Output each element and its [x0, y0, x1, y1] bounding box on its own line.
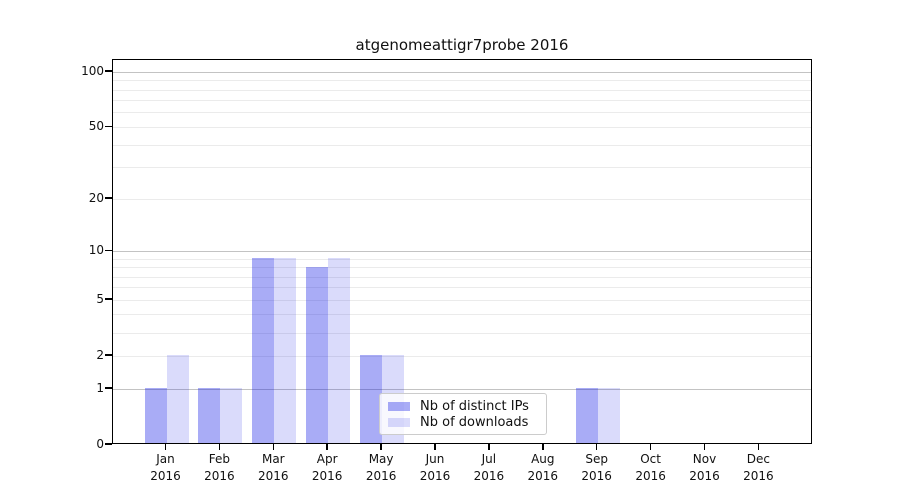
y-tick-label: 0	[96, 437, 104, 451]
legend-label-distinct-ips: Nb of distinct IPs	[420, 398, 529, 414]
gridline-minor	[113, 167, 811, 169]
x-tick-year: 2016	[258, 469, 289, 483]
y-tick-label: 10	[88, 243, 104, 258]
x-tick-mark	[218, 444, 221, 450]
x-tick-year: 2016	[150, 469, 181, 483]
gridline-minor	[113, 198, 811, 200]
plot-area	[112, 59, 812, 444]
x-tick-mark	[164, 444, 167, 450]
x-tick-label: Apr 2016	[297, 451, 357, 485]
gridline-minor	[113, 126, 811, 128]
gridline-minor	[113, 267, 811, 268]
y-tick-label: 50	[88, 119, 104, 134]
y-tick-mark	[105, 70, 112, 72]
y-tick-mark	[105, 354, 112, 357]
x-tick-year: 2016	[527, 469, 559, 483]
gridline-minor	[113, 100, 811, 102]
gridline-minor	[113, 112, 811, 114]
x-tick-year: 2016	[581, 469, 612, 483]
x-tick-year: 2016	[419, 469, 451, 483]
x-tick-label: Jul 2016	[459, 451, 519, 485]
x-tick-label: Nov 2016	[675, 451, 735, 485]
legend-entry-downloads: Nb of downloads	[388, 414, 538, 430]
legend-label-downloads: Nb of downloads	[420, 414, 529, 430]
bar-jan-downloads	[166, 355, 189, 443]
y-tick-mark	[105, 387, 112, 389]
x-tick-label: Dec 2016	[728, 451, 788, 485]
x-tick-year: 2016	[743, 469, 774, 483]
x-tick-mark	[326, 444, 328, 450]
gridline-minor	[113, 332, 811, 334]
y-tick-mark	[105, 443, 112, 445]
gridline-minor	[113, 314, 811, 316]
gridline-minor	[113, 144, 811, 146]
bar-mar-distinct-ips	[252, 258, 275, 443]
legend-swatch-downloads	[388, 417, 410, 427]
bar-sep-distinct-ips	[575, 388, 598, 443]
x-tick-mark	[703, 444, 706, 450]
x-tick-label: Jun 2016	[405, 451, 465, 485]
y-tick-mark	[105, 197, 112, 199]
x-tick-label: Feb 2016	[189, 451, 249, 485]
bar-feb-downloads	[220, 388, 243, 443]
x-tick-mark	[542, 444, 544, 450]
x-tick-year: 2016	[635, 469, 666, 483]
x-tick-mark	[380, 444, 382, 450]
bar-feb-distinct-ips	[198, 388, 221, 443]
gridline-minor	[113, 80, 811, 82]
bar-sep-downloads	[597, 388, 620, 443]
x-tick-label: Jan 2016	[136, 451, 196, 485]
legend: Nb of distinct IPs Nb of downloads	[379, 393, 547, 435]
x-tick-label: May 2016	[351, 451, 411, 485]
x-tick-year: 2016	[365, 469, 397, 483]
gridline-major	[113, 71, 811, 73]
x-tick-mark	[272, 444, 275, 450]
bar-may-distinct-ips	[360, 355, 383, 443]
gridline-minor	[113, 258, 811, 260]
gridline-minor	[113, 89, 811, 91]
gridline-minor	[113, 276, 811, 278]
gridline-major	[113, 388, 811, 390]
x-tick-year: 2016	[311, 469, 343, 483]
y-tick-mark	[105, 249, 112, 252]
x-tick-mark	[434, 444, 436, 450]
y-tick-mark	[105, 125, 112, 128]
gridline-minor	[113, 299, 811, 301]
bar-jan-distinct-ips	[144, 388, 167, 443]
y-tick-label: 5	[96, 292, 104, 307]
x-tick-mark	[488, 444, 490, 450]
y-tick-label: 100	[81, 64, 104, 79]
y-tick-label: 2	[96, 348, 104, 363]
gridline-major	[113, 250, 811, 252]
bar-apr-distinct-ips	[306, 266, 329, 443]
x-tick-label: Sep 2016	[567, 451, 627, 485]
x-tick-mark	[649, 444, 652, 450]
x-tick-label: Aug 2016	[513, 451, 573, 485]
x-tick-label: Oct 2016	[621, 451, 681, 485]
y-tick-label: 1	[96, 381, 104, 395]
gridline-minor	[113, 287, 811, 289]
bar-mar-downloads	[274, 258, 297, 443]
x-tick-year: 2016	[689, 469, 720, 483]
y-tick-label: 20	[88, 191, 104, 206]
chart-title: atgenomeattigr7probe 2016	[355, 36, 569, 54]
gridline-minor	[113, 355, 811, 357]
x-tick-year: 2016	[473, 469, 505, 483]
legend-entry-distinct-ips: Nb of distinct IPs	[388, 398, 538, 414]
x-tick-mark	[595, 444, 598, 450]
legend-swatch-distinct-ips	[388, 401, 410, 411]
y-tick-mark	[105, 298, 112, 301]
x-tick-label: Mar 2016	[243, 451, 303, 485]
x-tick-year: 2016	[204, 469, 235, 483]
bar-apr-downloads	[328, 258, 351, 443]
x-tick-mark	[757, 444, 760, 450]
